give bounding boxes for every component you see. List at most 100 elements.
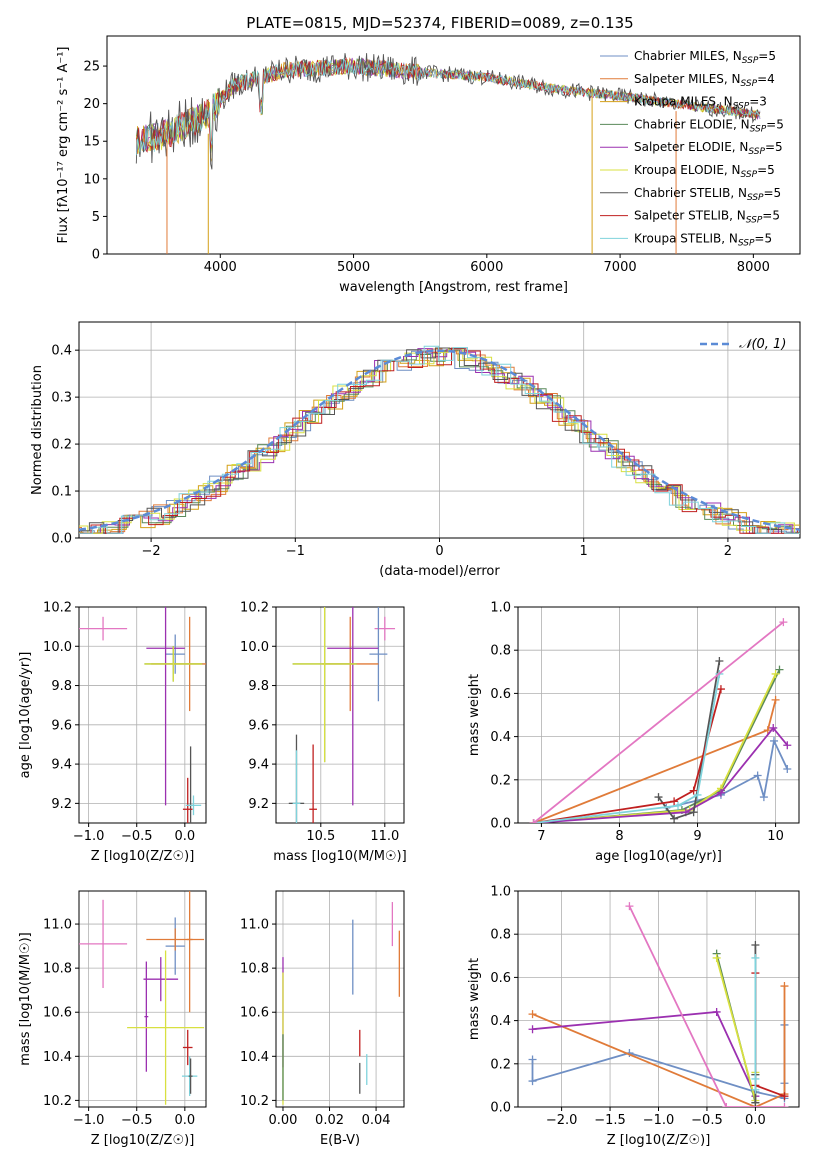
- mass_vs_EBV-ytick-label: 10.8: [240, 962, 269, 977]
- mass_vs_EBV-xtick-label: 0.04: [362, 1113, 391, 1128]
- mass_vs_Z-axes: −1.0 −0.5 0.0 10.2 10.4 10.6 10.8 11.0 Z [log10(…: [18, 890, 207, 1148]
- spectrum-ytick-label: 25: [83, 60, 100, 75]
- weight-point-marker: [670, 814, 679, 823]
- age_vs_mass-axes: 10.5 11.0 9.2 9.4 9.6 9.8 10.0 10.2 mass [log10(…: [240, 601, 407, 865]
- legend-label: Chabrier ELODIE, NSSP=5: [634, 117, 784, 134]
- age_vs_mass-frame: [275, 606, 405, 824]
- age_vs_Z-ylabel: age [log10(age/yr)]: [18, 652, 33, 779]
- weight-point-marker: [528, 1055, 537, 1064]
- weight-point-marker: [783, 741, 792, 750]
- weight_vs_age-xtick-label: 10: [767, 829, 784, 844]
- spectrum-xtick-label: 5000: [337, 260, 370, 275]
- legend-label-text: Salpeter ELODIE, N: [634, 140, 748, 154]
- legend-label-text: Kroupa MILES, N: [634, 95, 733, 109]
- age_vs_mass-ytick-label: 10.2: [240, 601, 269, 616]
- age_vs_Z-axes: −1.0 −0.5 0.0 9.2 9.4 9.6 9.8 10.0 10.2 Z [log10(…: [18, 601, 207, 864]
- legend-label: Chabrier STELIB, NSSP=5: [634, 186, 781, 203]
- age_vs_Z-plot-area: [79, 607, 206, 823]
- legend-label-n: =5: [765, 140, 783, 154]
- legend-label-text: Kroupa ELODIE, N: [634, 163, 741, 177]
- spectrum-series-8: [135, 57, 761, 156]
- weight-point-marker: [769, 723, 778, 732]
- weight_vs_Z-xtick-label: 0.0: [745, 1113, 766, 1128]
- weight_vs_Z-xtick-label: −2.0: [546, 1113, 578, 1128]
- legend-label: Salpeter STELIB, NSSP=5: [634, 209, 780, 226]
- residuals-ylabel: Normed distribution: [30, 365, 45, 495]
- spectrum-xtick-label: 8000: [737, 260, 770, 275]
- age_vs_Z-frame: [78, 606, 207, 824]
- spectrum-xtick-label: 7000: [604, 260, 637, 275]
- legend-label: Kroupa STELIB, NSSP=5: [634, 231, 772, 248]
- weight-series-line: [533, 669, 781, 823]
- residuals-ytick-label: 0.0: [51, 532, 72, 547]
- weight-point-marker: [759, 793, 768, 802]
- age_vs_mass-xtick-label: 11.0: [370, 829, 399, 844]
- legend-label-n: =5: [764, 186, 782, 200]
- weight-point-marker: [715, 657, 724, 665]
- weight-point-marker: [751, 1074, 760, 1083]
- weight-point-marker: [771, 669, 780, 678]
- spectrum-ytick-label: 15: [83, 135, 100, 150]
- legend-label-sub: SSP: [750, 124, 767, 134]
- weight-point-marker: [712, 1007, 721, 1016]
- weight-point-marker: [780, 982, 789, 991]
- residuals-ytick-label: 0.2: [51, 438, 72, 453]
- mass_vs_Z-ytick-label: 10.8: [43, 962, 72, 977]
- weight_vs_age-xtick-label: 8: [615, 829, 623, 844]
- legend-label-sub: SSP: [746, 216, 763, 226]
- weight-point-marker: [716, 788, 725, 797]
- weight_vs_Z-ytick-label: 0.6: [490, 971, 511, 986]
- mass_vs_Z-xtick-label: −0.5: [121, 1113, 153, 1128]
- mass_vs_EBV-xtick-label: 0.02: [315, 1113, 344, 1128]
- residual-histogram: [79, 347, 800, 534]
- age_vs_mass-xlabel: mass [log10(M/M☉)]: [273, 849, 406, 864]
- weight_vs_Z-axes: −2.0 −1.5 −1.0 −0.5 0.0 0.0 0.2 0.4 0.6 0.8 1.0 Z […: [467, 885, 800, 1148]
- normal-curve: [79, 349, 800, 532]
- weight-point-marker: [783, 765, 792, 773]
- weight_vs_age-plot-area: [529, 618, 792, 823]
- mass_vs_Z-xtick-label: −1.0: [73, 1113, 105, 1128]
- mass_vs_EBV-ytick-label: 11.0: [240, 918, 269, 933]
- weight-point-marker: [751, 1085, 760, 1094]
- weight-point-marker: [693, 790, 702, 799]
- weight_vs_age-ytick-label: 0.0: [490, 817, 511, 832]
- weight-point-marker: [751, 953, 760, 962]
- legend-label: Salpeter ELODIE, NSSP=5: [634, 140, 783, 157]
- age_vs_mass-ytick-label: 9.4: [248, 758, 269, 773]
- residuals-xtick-label: 2: [724, 544, 732, 559]
- weight_vs_age-ytick-label: 0.2: [490, 773, 511, 788]
- mass_vs_Z-xtick-label: 0.0: [174, 1113, 195, 1128]
- age_vs_Z-ytick-label: 9.6: [51, 718, 72, 733]
- normal-legend-label: 𝒩(0, 1): [739, 337, 786, 352]
- spectrum-ytick-label: 20: [83, 97, 100, 112]
- mass_vs_EBV-xtick-label: 0.00: [269, 1113, 298, 1128]
- residuals-xtick-label: 1: [580, 544, 588, 559]
- weight_vs_Z-ylabel: mass weight: [467, 958, 482, 1040]
- weight_vs_age-ytick-label: 1.0: [490, 601, 511, 616]
- weight_vs_Z-xtick-label: −1.5: [594, 1113, 626, 1128]
- mass_vs_Z-ytick-label: 11.0: [43, 918, 72, 933]
- age_vs_mass-ytick-label: 9.6: [248, 718, 269, 733]
- weight_vs_age-ytick-label: 0.4: [490, 730, 511, 745]
- weight-point-marker: [689, 808, 698, 817]
- weight_vs_Z-xtick-label: −1.0: [643, 1113, 675, 1128]
- legend-label-sub: SSP: [741, 170, 758, 180]
- residuals-xlabel: (data-model)/error: [379, 564, 500, 579]
- spectrum-title: PLATE=0815, MJD=52374, FIBERID=0089, z=0…: [246, 14, 633, 32]
- weight_vs_age-ytick-label: 0.8: [490, 644, 511, 659]
- age_vs_Z-xlabel: Z [log10(Z/Z☉)]: [91, 849, 195, 864]
- legend-label-sub: SSP: [742, 56, 759, 66]
- residuals-xtick-label: −2: [142, 544, 161, 559]
- legend-label-n: =5: [758, 49, 776, 63]
- weight-series-line: [532, 986, 786, 1107]
- mass_vs_Z-ytick-label: 10.6: [43, 1006, 72, 1021]
- weight_vs_age-xtick-label: 7: [537, 829, 545, 844]
- residual-histogram: [79, 345, 800, 534]
- weight_vs_age-xlabel: age [log10(age/yr)]: [595, 849, 722, 864]
- weight-point-marker: [780, 1103, 789, 1107]
- legend-label-n: =5: [766, 117, 784, 131]
- residuals-axes: −2 −1 0 1 2 0.0 0.1 0.2 0.3 0.4 (data-model)/error…: [30, 321, 801, 579]
- spectrum-axes: 4000 5000 6000 7000 8000 0 5 10 15 20 25 wavelength…: [56, 14, 801, 295]
- spectrum-xtick-label: 6000: [470, 260, 503, 275]
- mass_vs_EBV-xlabel: E(B-V): [320, 1133, 360, 1148]
